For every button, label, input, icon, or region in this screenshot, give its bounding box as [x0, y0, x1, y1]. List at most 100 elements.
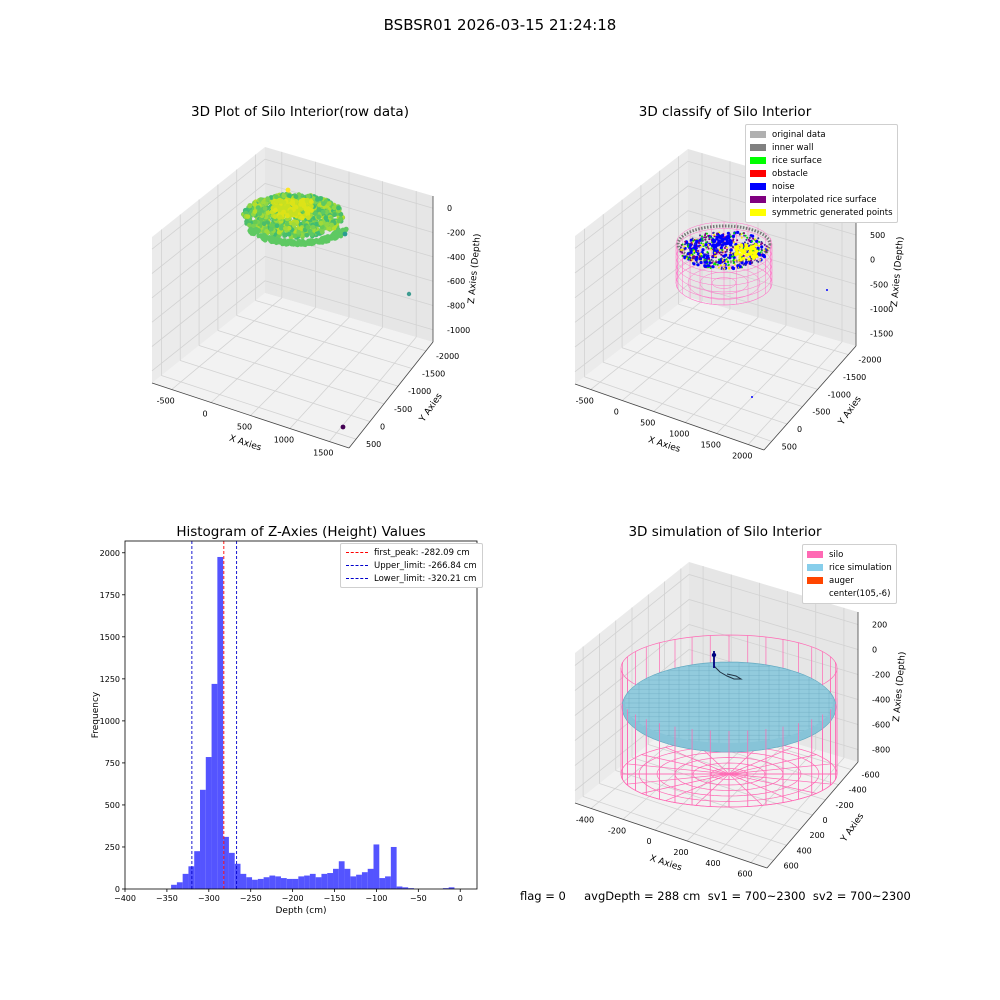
classified-point: [694, 258, 698, 262]
legend-item-rice-simulation: rice simulation: [807, 561, 892, 574]
raw-point: [332, 212, 337, 218]
z-tick-label: -200: [447, 229, 465, 238]
raw-point: [325, 225, 331, 231]
x-tick-label: 2000: [732, 452, 752, 461]
classified-point: [721, 251, 724, 254]
classified-point: [704, 234, 706, 237]
floor-grid-line: [217, 330, 399, 387]
raw-point: [324, 221, 330, 227]
x-tick-label: 400: [705, 859, 720, 868]
x-tick-label: 1000: [669, 430, 689, 439]
classified-point: [707, 234, 710, 237]
y-tick-label: 600: [784, 861, 799, 870]
raw-point: [252, 202, 258, 208]
raw-point: [257, 211, 262, 217]
floor-grid-line: [210, 307, 316, 403]
raw-point: [331, 205, 337, 211]
raw-point: [292, 233, 298, 239]
panel4-legend: silo rice simulation auger center(105,-6…: [802, 544, 897, 604]
raw-point: [268, 226, 274, 232]
raw-point: [281, 205, 286, 210]
raw-point: [281, 200, 287, 205]
legend-item-center: center(105,-6): [807, 587, 892, 600]
raw-point: [279, 225, 284, 231]
figure-title: BSBSR01 2026-03-15 21:24:18: [383, 16, 617, 34]
raw-point: [277, 215, 282, 221]
raw-point: [286, 231, 292, 237]
raw-point: [261, 221, 267, 227]
z-tick-label: -800: [872, 746, 890, 755]
y-tick-label: 500: [366, 440, 381, 449]
classified-point: [703, 236, 706, 239]
wall-grid-line: [574, 210, 857, 299]
raw-point: [307, 228, 313, 234]
classified-point: [733, 263, 736, 266]
raw-point: [308, 199, 314, 205]
y-tick-label: -1000: [828, 390, 851, 399]
raw-point: [287, 193, 292, 199]
x-tick-label: 500: [237, 423, 252, 432]
z-tick-label: 0: [872, 646, 877, 655]
floor-grid-line: [236, 315, 413, 369]
raw-point: [285, 213, 290, 219]
floor-grid-line: [678, 303, 849, 356]
x-tick-label: 1000: [274, 436, 294, 445]
raw-point: [313, 211, 318, 217]
classified-point: [763, 249, 766, 252]
raw-point: [336, 218, 342, 224]
y-axis-line: [348, 341, 434, 449]
raw-point: [305, 193, 311, 199]
floor-grid-line: [747, 341, 843, 445]
raw-point: [282, 233, 287, 238]
classified-point: [723, 267, 726, 270]
raw-point: [310, 224, 316, 230]
inner-wall-points: [676, 224, 772, 264]
y-tick-label: -1000: [408, 387, 431, 396]
x-tick-label: 500: [640, 419, 655, 428]
raw-point: [243, 210, 249, 216]
classified-point: [757, 260, 760, 263]
raw-point: [247, 203, 253, 209]
classified-point: [709, 267, 712, 269]
classified-point: [724, 251, 727, 253]
classified-points: [675, 221, 828, 398]
status-footer: flag = 0 avgDepth = 288 cm sv1 = 700~230…: [520, 889, 911, 903]
x-tick-label: 1500: [313, 449, 333, 458]
floor-grid-line: [621, 347, 803, 408]
classified-point: [732, 259, 735, 262]
raw-point: [270, 237, 275, 243]
wall-grid-line: [151, 280, 434, 372]
classified-point: [726, 246, 728, 249]
raw-point: [303, 206, 309, 212]
raw-point: [281, 209, 286, 215]
classified-point: [745, 238, 748, 241]
raw-point: [305, 224, 311, 230]
silo-floor-ring: [711, 277, 737, 289]
floor-grid-line: [653, 317, 759, 412]
classified-point: [689, 250, 693, 255]
z-tick-label: -800: [447, 302, 465, 311]
raw-point: [314, 221, 319, 227]
raw-point: [318, 220, 324, 226]
raw-point: [244, 219, 250, 225]
x-axis-line: [151, 382, 350, 449]
raw-point: [293, 199, 299, 205]
legend-item-silo: silo: [807, 548, 892, 561]
raw-point: [333, 230, 339, 235]
floor-grid-line: [621, 308, 731, 401]
z-tick-label: -1000: [447, 326, 470, 335]
floor-grid-line: [640, 332, 818, 390]
raw-point: [338, 211, 344, 217]
raw-point: [265, 196, 271, 202]
classified-point: [691, 237, 694, 240]
classified-point: [726, 248, 729, 251]
floor-pane: [575, 297, 856, 450]
floor-grid-line: [659, 318, 834, 373]
y-tick-label: -2000: [858, 356, 881, 365]
raw-point: [304, 198, 310, 203]
classified-point: [755, 259, 758, 262]
y-tick-label: -600: [862, 771, 880, 780]
raw-point: [316, 214, 322, 220]
y-tick-label: -400: [849, 786, 867, 795]
